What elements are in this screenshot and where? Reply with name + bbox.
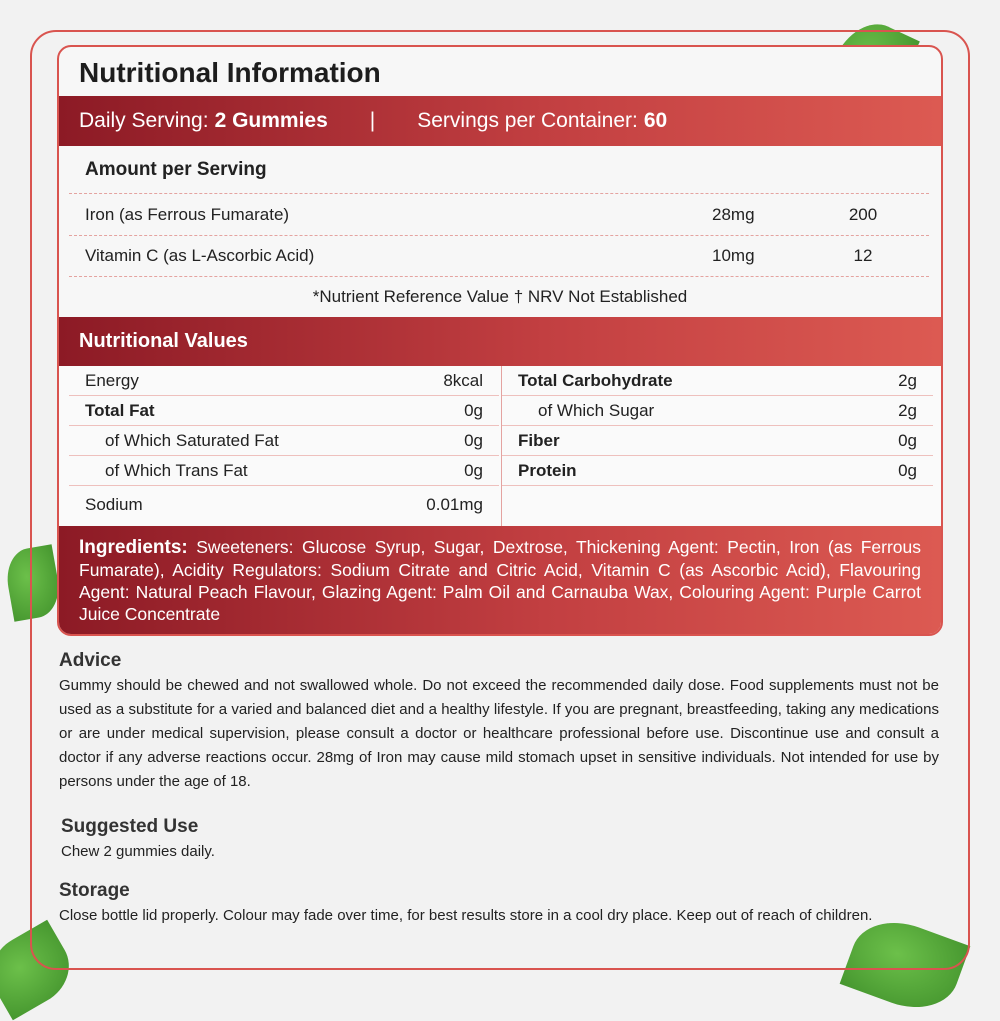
nutrient-amount: 10mg (712, 246, 755, 265)
value-name: of Which Saturated Fat (105, 430, 279, 450)
amount-per-serving-heading: Amount per Serving (85, 159, 267, 180)
value-amount: 0g (464, 430, 483, 450)
value-name: of Which Trans Fat (105, 460, 248, 480)
suggested-use-heading: Suggested Use (61, 816, 199, 837)
servings-per-container-label: Servings per Container: (417, 109, 638, 132)
nutrient-name: Iron (as Ferrous Fumarate) (85, 204, 290, 224)
ingredients-label: Ingredients: (79, 537, 188, 558)
nutritional-values-heading: Nutritional Values (59, 317, 941, 366)
value-amount: 2g (898, 400, 917, 420)
table-row: Iron (as Ferrous Fumarate) 28mg 200 (69, 193, 929, 235)
advice-section: Advice Gummy should be chewed and not sw… (59, 650, 939, 794)
value-name: Total Fat (85, 400, 155, 420)
value-amount: 0g (464, 400, 483, 420)
table-row: Total Carbohydrate 2g (502, 366, 933, 396)
nutrition-card: Nutritional Information Daily Serving: 2 … (57, 45, 943, 636)
value-name: Protein (518, 460, 577, 480)
table-row: of Which Saturated Fat 0g (69, 426, 499, 456)
daily-serving-value: 2 Gummies (214, 109, 328, 132)
values-right-column: Total Carbohydrate 2g of Which Sugar 2g Fi… (501, 366, 933, 526)
value-amount: 8kcal (443, 370, 483, 390)
separator: | (369, 109, 376, 132)
table-row: of Which Trans Fat 0g (69, 456, 499, 486)
ingredients-text: Sweeteners: Glucose Syrup, Sugar, Dextro… (79, 537, 921, 624)
value-amount: 0g (898, 430, 917, 450)
value-amount: 0.01mg (426, 495, 483, 514)
storage-heading: Storage (59, 880, 130, 901)
nutrient-name: Vitamin C (as L-Ascorbic Acid) (85, 246, 315, 265)
daily-serving-label: Daily Serving: (79, 109, 209, 132)
suggested-use-text: Chew 2 gummies daily. (61, 843, 215, 860)
nrv-footnote: *Nutrient Reference Value † NRV Not Esta… (312, 287, 688, 306)
value-name: Fiber (518, 430, 560, 450)
value-amount: 2g (898, 370, 917, 390)
nutrient-nrv: 12 (853, 246, 873, 265)
servings-per-container-value: 60 (643, 109, 668, 132)
value-name: Sodium (85, 495, 143, 514)
nutrient-nrv: 200 (848, 204, 878, 224)
page-title: Nutritional Information (79, 57, 381, 88)
table-row: Sodium 0.01mg (69, 486, 499, 524)
table-row: of Which Sugar 2g (502, 396, 933, 426)
table-row: Vitamin C (as L-Ascorbic Acid) 10mg 12 (69, 235, 929, 277)
nutritional-values-table: Energy 8kcal Total Fat 0g of Which Saturat… (59, 366, 941, 526)
table-row: Protein 0g (502, 456, 933, 486)
value-name: Total Carbohydrate (518, 370, 673, 390)
serving-band: Daily Serving: 2 Gummies | Servings per C… (59, 96, 941, 146)
advice-heading: Advice (59, 650, 122, 671)
suggested-use-section: Suggested Use Chew 2 gummies daily. (61, 816, 941, 864)
advice-text: Gummy should be chewed and not swallowed… (59, 677, 939, 790)
nutrient-amount: 28mg (712, 204, 755, 224)
storage-section: Storage Close bottle lid properly. Colou… (59, 880, 939, 928)
value-amount: 0g (464, 460, 483, 480)
outer-frame (30, 30, 970, 970)
table-row: Fiber 0g (502, 426, 933, 456)
table-row: Total Fat 0g (69, 396, 499, 426)
storage-text: Close bottle lid properly. Colour may fa… (59, 907, 873, 924)
value-amount: 0g (898, 460, 917, 480)
values-left-column: Energy 8kcal Total Fat 0g of Which Saturat… (69, 366, 499, 526)
table-row: Energy 8kcal (69, 366, 499, 396)
value-name: Energy (85, 370, 139, 390)
value-name: of Which Sugar (538, 400, 655, 420)
ingredients-section: Ingredients: Sweeteners: Glucose Syrup, … (59, 526, 941, 634)
